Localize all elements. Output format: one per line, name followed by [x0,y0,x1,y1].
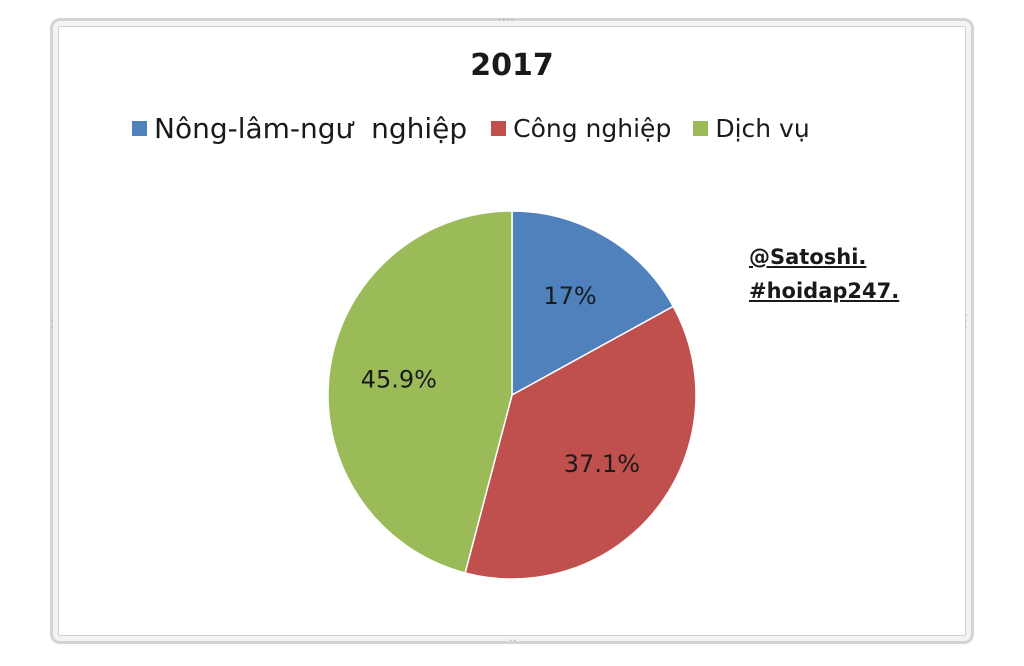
legend-label-dich-vu: Dịch vụ [715,114,810,143]
pie-slice-dich-vu [327,210,513,574]
resize-handle-right[interactable]: · · · [965,311,969,332]
legend-swatch-cong-nghiep [491,121,507,136]
resize-handle-bottom[interactable]: ·· [509,636,518,647]
legend-swatch-nong-lam-ngu-nghiep [132,121,147,136]
legend-item-cong-nghiep: Công nghiệp [491,114,671,143]
legend-item-dich-vu: Dịch vụ [693,114,810,143]
data-label-nong-lam-ngu-nghiep: 17% [543,282,596,310]
data-label-cong-nghiep: 37.1% [564,450,640,478]
resize-handle-left[interactable]: · · · [51,311,55,332]
pie-slice-nong-lam-ngu-nghiep [511,210,675,397]
pie-slice-cong-nghiep [464,305,697,580]
watermark: @Satoshi. #hoidap247. [749,240,899,308]
chart-title: 2017 [470,48,554,83]
legend-label-cong-nghiep: Công nghiệp [513,114,672,143]
data-label-dich-vu: 45.9% [361,365,437,393]
resize-handle-top[interactable]: ···· [498,15,515,26]
legend-swatch-dich-vu [693,121,709,136]
legend-item-nong-lam-ngu-nghiep: Nông-lâm-ngư nghiệp [132,112,467,145]
legend-label-nong-lam-ngu-nghiep: Nông-lâm-ngư nghiệp [154,112,468,145]
chart-legend: Nông-lâm-ngư nghiệp Công nghiệp Dịch vụ [132,112,832,145]
watermark-line-2: #hoidap247. [749,279,900,303]
watermark-line-1: @Satoshi. [749,245,867,269]
